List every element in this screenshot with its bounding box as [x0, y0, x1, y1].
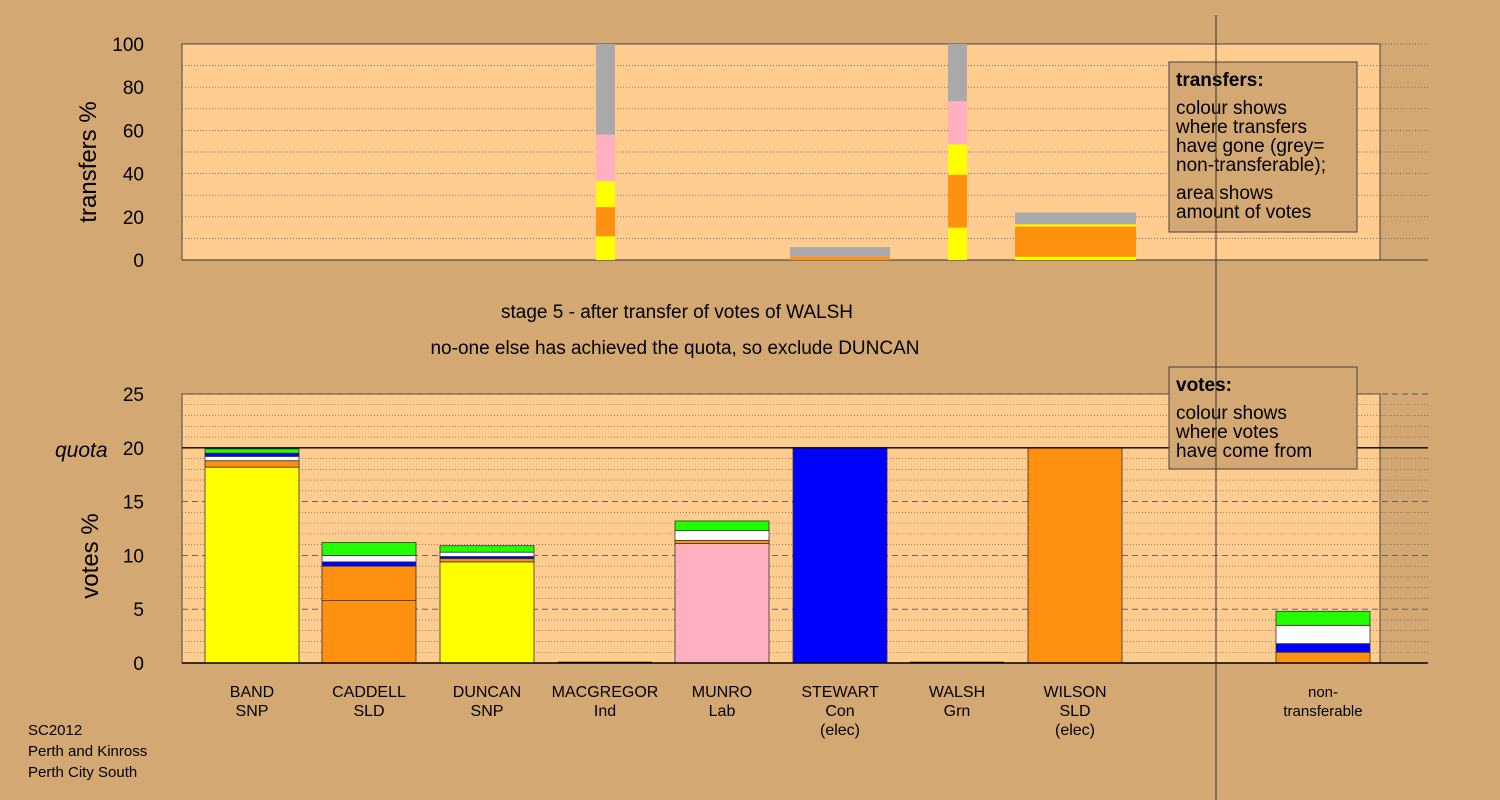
transfers-y-tick-label: 80 [123, 78, 144, 99]
votes-legend-line: have come from [1176, 441, 1312, 462]
vote-segment-sld [321, 565, 417, 601]
votes-y-tick-label: 20 [123, 439, 144, 460]
candidate-label: SLD [353, 703, 384, 720]
vote-segment-sld [321, 600, 417, 664]
votes-legend-title: votes: [1176, 375, 1232, 396]
transfer-segment-sld [948, 174, 967, 228]
candidate-label: SNP [236, 703, 269, 720]
transfer-segment-snp [948, 144, 967, 175]
transfers-legend-title: transfers: [1176, 70, 1264, 91]
votes-y-tick-label: 5 [133, 600, 144, 621]
transfer-segment-lab [948, 101, 967, 145]
vote-segment-snp [204, 466, 300, 664]
candidate-label: Lab [709, 703, 736, 720]
transfers-legend-line: have gone (grey= [1176, 136, 1324, 157]
transfer-segment-nontransferable [1015, 212, 1136, 225]
votes-legend-line: where votes [1175, 422, 1278, 443]
vote-segment-sld [439, 558, 535, 563]
candidate-label: SLD [1059, 703, 1090, 720]
votes-y-tick-label: 10 [123, 546, 144, 567]
candidate-label: DUNCAN [453, 684, 521, 701]
transfers-legend-line: area shows [1176, 183, 1273, 204]
transfer-segment-sld [790, 256, 890, 260]
transfer-segment-snp [1015, 224, 1136, 227]
transfer-segment-nontransferable [790, 247, 890, 257]
vote-segment-ind [1275, 624, 1371, 645]
candidate-label: WALSH [929, 684, 985, 701]
candidate-label: MUNRO [692, 684, 752, 701]
footer-council: Perth and Kinross [28, 743, 147, 760]
vote-segment-grn [674, 520, 770, 532]
transfer-segment-sld [1015, 226, 1136, 257]
vote-segment-con [792, 447, 888, 664]
transfers-legend-line: non-transferable); [1176, 155, 1326, 176]
transfer-segment-nontransferable [596, 44, 615, 135]
votes-y-tick-label: 25 [123, 385, 144, 406]
votes-legend: votes: colour shows where votes have com… [1168, 366, 1358, 470]
votes-y-axis-label: votes % [77, 513, 104, 598]
transfers-legend-line: amount of votes [1176, 202, 1311, 223]
vote-segment-con [1275, 643, 1371, 653]
vote-segment-sld [204, 460, 300, 468]
candidate-label: MACGREGOR [552, 684, 659, 701]
candidate-label: WILSON [1043, 684, 1106, 701]
candidate-label: STEWART [801, 684, 879, 701]
stage-caption: stage 5 - after transfer of votes of WAL… [501, 302, 853, 323]
vote-segment-con [204, 452, 300, 457]
transfers-y-tick-label: 20 [123, 208, 144, 229]
candidate-labels: BAND SNP CADDELL SLD DUNCAN SNP MACGREGOR Ind MU… [230, 684, 1363, 739]
footer-election: SC2012 [28, 722, 82, 739]
vote-segment-snp [439, 561, 535, 664]
transfer-segment-lab [596, 134, 615, 182]
vote-segment-ind [674, 530, 770, 541]
candidate-label: Ind [594, 703, 616, 720]
votes-legend-line: colour shows [1176, 403, 1287, 424]
votes-y-tick-label: 15 [123, 493, 144, 514]
vote-segment-ind [321, 555, 417, 563]
vote-segment-ind [204, 456, 300, 462]
transfers-y-tick-label: 100 [112, 35, 144, 56]
candidate-label: CADDELL [332, 684, 406, 701]
transfers-y-ticks: 0 20 40 60 80 100 [112, 35, 144, 272]
candidate-label: (elec) [1055, 722, 1095, 739]
transfer-segment-snp [596, 181, 615, 208]
quota-label: quota [55, 439, 108, 462]
candidate-label: Grn [944, 703, 971, 720]
vote-segment-grn [439, 545, 535, 553]
candidate-label: Con [825, 703, 854, 720]
transfers-y-axis-label: transfers % [75, 101, 102, 222]
candidate-label: transferable [1283, 703, 1362, 720]
transfer-segment-sld [596, 207, 615, 237]
votes-bars [204, 447, 1371, 664]
transfer-segment-nontransferable [948, 44, 967, 102]
vote-segment-grn [204, 448, 300, 454]
votes-y-ticks: 0 5 10 15 20 25 [123, 385, 144, 675]
candidate-label: (elec) [820, 722, 860, 739]
transfers-legend-line: where transfers [1175, 117, 1307, 138]
decision-caption: no-one else has achieved the quota, so e… [430, 338, 919, 359]
candidate-label: SNP [471, 703, 504, 720]
transfers-legend: transfers: colour shows where transfers … [1168, 61, 1358, 233]
vote-segment-grn [1275, 610, 1371, 626]
candidate-label: BAND [230, 684, 274, 701]
votes-y-tick-label: 0 [133, 654, 144, 675]
footer-ward: Perth City South [28, 764, 137, 781]
vote-segment-lab [674, 543, 770, 664]
transfers-y-tick-label: 60 [123, 121, 144, 142]
vote-segment-ind [439, 551, 535, 557]
vote-segment-con [321, 561, 417, 567]
transfers-y-tick-label: 40 [123, 165, 144, 186]
vote-segment-sld [1275, 651, 1371, 664]
candidate-label: non- [1308, 684, 1338, 701]
vote-segment-grn [321, 542, 417, 556]
transfer-segment-snp [1015, 256, 1136, 260]
transfer-segment-snp [596, 236, 615, 260]
transfer-segment-snp [948, 227, 967, 260]
transfers-legend-line: colour shows [1176, 98, 1287, 119]
transfers-y-tick-label: 0 [133, 251, 144, 272]
transfers-bars [596, 44, 1136, 260]
vote-segment-sld [1027, 447, 1123, 664]
vote-segment-sld [674, 539, 770, 544]
